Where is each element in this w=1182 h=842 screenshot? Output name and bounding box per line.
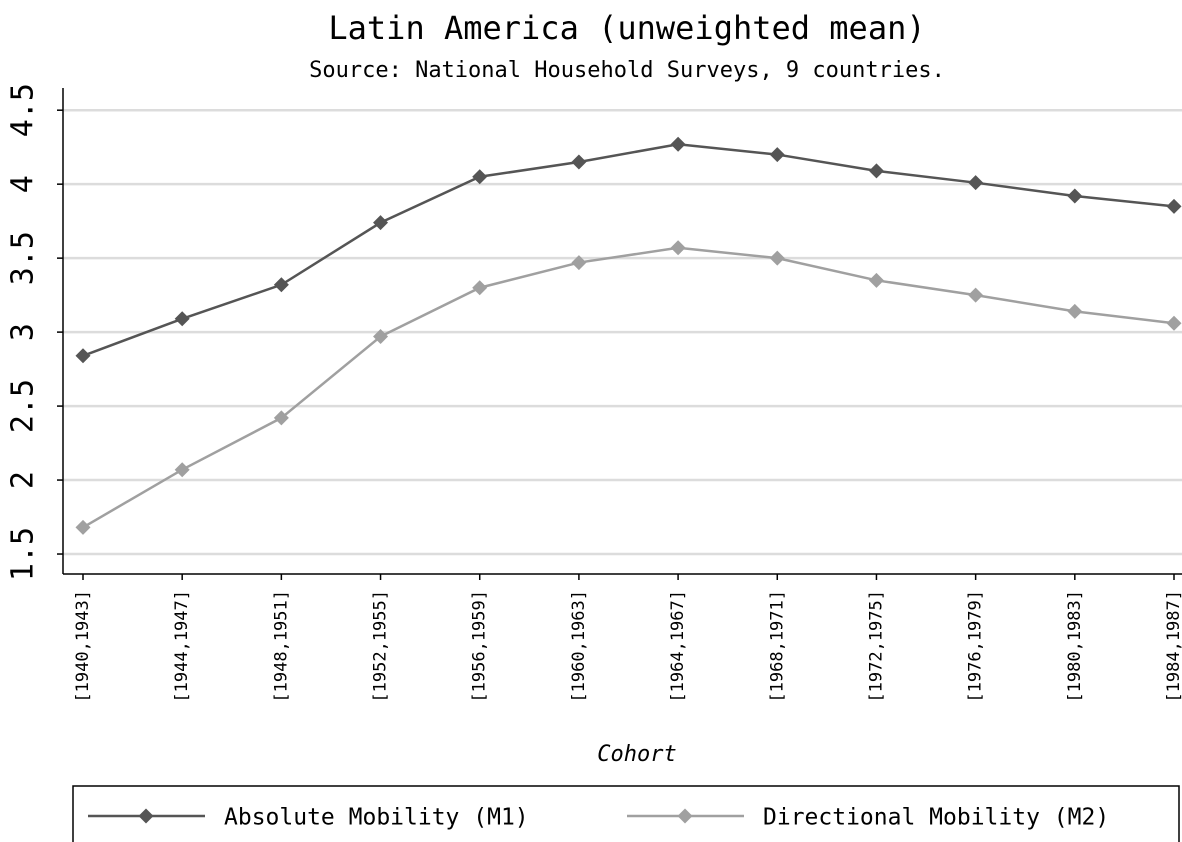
y-tick-label: 2 (6, 471, 41, 489)
y-tick-label: 4.5 (6, 83, 41, 137)
y-tick-label: 2.5 (6, 379, 41, 433)
x-axis-label: Cohort (597, 742, 676, 767)
legend-label: Directional Mobility (M2) (763, 805, 1109, 831)
point (273, 277, 289, 293)
point (273, 410, 289, 426)
point (769, 147, 785, 163)
point (868, 272, 884, 288)
legend-label: Absolute Mobility (M1) (224, 805, 529, 831)
x-tick-label: [1940,1943] (73, 590, 93, 703)
point (571, 255, 587, 271)
x-tick-label: [1980,1983] (1065, 590, 1085, 703)
y-tick-label: 4 (6, 175, 41, 193)
point (373, 329, 389, 345)
y-tick-label: 1.5 (6, 527, 41, 581)
series-line (82, 246, 1175, 529)
point (571, 154, 587, 170)
point (472, 280, 488, 296)
point (1067, 303, 1083, 319)
y-tick-label: 3 (6, 323, 41, 341)
point (75, 519, 91, 535)
point (968, 175, 984, 191)
x-tick-label: [1960,1963] (569, 590, 589, 703)
point (174, 462, 190, 478)
legend-marker (138, 808, 154, 824)
series-line (82, 142, 1175, 357)
y-tick-label: 3.5 (6, 231, 41, 285)
x-tick-label: [1984,1987] (1164, 590, 1182, 703)
chart-subtitle: Source: National Household Surveys, 9 co… (309, 58, 945, 83)
x-tick-label: [1944,1947] (172, 590, 192, 703)
x-tick-label: [1952,1955] (371, 590, 391, 703)
point (769, 250, 785, 266)
legend-marker (677, 808, 693, 824)
point (472, 169, 488, 185)
x-tick-label: [1972,1975] (866, 590, 886, 703)
x-tick-label: [1976,1979] (966, 590, 986, 703)
x-tick-label: [1964,1967] (668, 590, 688, 703)
legend-box (72, 785, 1180, 842)
point (174, 311, 190, 327)
x-tick-label: [1956,1959] (470, 590, 490, 703)
point (75, 348, 91, 364)
point (1166, 198, 1182, 214)
point (670, 136, 686, 152)
x-tick-label: [1948,1951] (271, 590, 291, 703)
point (373, 215, 389, 231)
chart-title: Latin America (unweighted mean) (328, 9, 925, 47)
point (968, 287, 984, 303)
point (1067, 188, 1083, 204)
point (670, 240, 686, 256)
x-tick-label: [1968,1971] (767, 590, 787, 703)
point (1166, 315, 1182, 331)
point (868, 163, 884, 179)
